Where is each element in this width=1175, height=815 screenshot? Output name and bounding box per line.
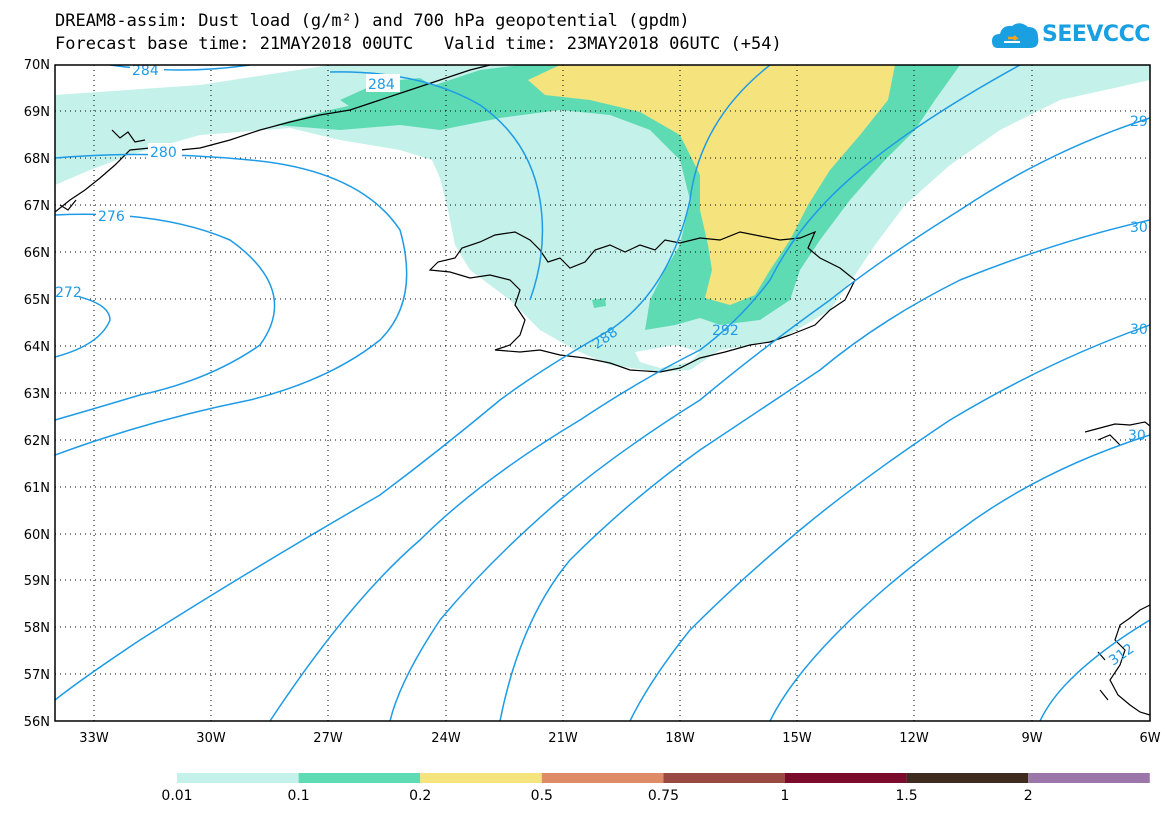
map-subtitle: Forecast base time: 21MAY2018 00UTC Vali… xyxy=(55,34,782,54)
colorbar-label: 0.2 xyxy=(409,788,431,804)
contour-304 xyxy=(629,324,1150,721)
colorbar-label: 0.5 xyxy=(531,788,553,804)
lon-label: 27W xyxy=(313,731,343,746)
lat-label: 63N xyxy=(24,387,50,402)
contour-312 xyxy=(1039,619,1150,721)
colorbar-swatch xyxy=(785,773,907,783)
colorbar-swatch xyxy=(1028,773,1150,783)
lon-label: 21W xyxy=(548,731,578,746)
scotland-coast xyxy=(1097,604,1150,716)
dust-gap xyxy=(635,345,700,368)
contour-300 xyxy=(499,219,1150,721)
contour-292 xyxy=(269,65,1021,721)
colorbar-label: 2 xyxy=(1024,788,1033,804)
contour-label: 284 xyxy=(368,77,395,93)
coastlines xyxy=(55,65,1150,716)
contour-284 xyxy=(109,65,251,71)
lat-label: 69N xyxy=(24,105,50,120)
contour-label: 30 xyxy=(1130,220,1148,236)
lat-label: 67N xyxy=(24,199,50,214)
faroe-coast xyxy=(1084,421,1150,446)
colorbar-label: 0.75 xyxy=(648,788,679,804)
lon-label: 12W xyxy=(899,731,929,746)
lat-label: 66N xyxy=(24,246,50,261)
contour-label: 30 xyxy=(1128,428,1146,444)
colorbar-swatch xyxy=(298,773,421,783)
contour-276 xyxy=(55,213,276,421)
colorbar-swatch xyxy=(906,773,1029,783)
contour-label: 29 xyxy=(1130,114,1148,130)
colorbar-label: 1 xyxy=(781,788,790,804)
lat-label: 56N xyxy=(24,715,50,730)
colorbar-swatch xyxy=(177,773,299,783)
lat-label: 65N xyxy=(24,293,50,308)
greenland-coast xyxy=(55,65,491,213)
contour-272 xyxy=(55,291,111,358)
colorbar-swatch xyxy=(541,773,664,783)
greenland-inlets xyxy=(59,129,146,211)
contour-label: 276 xyxy=(98,209,125,225)
lat-label: 64N xyxy=(24,340,50,355)
contour-label: 292 xyxy=(712,323,739,339)
colorbar-label: 1.5 xyxy=(895,788,917,804)
colorbar-swatch xyxy=(420,773,542,783)
lat-label: 61N xyxy=(24,481,50,496)
map-frame xyxy=(54,64,1151,722)
contour-308 xyxy=(769,434,1150,721)
lon-axis: 33W 30W 27W 24W 21W 18W 15W 12W 9W 6W xyxy=(79,731,1160,746)
lat-label: 62N xyxy=(24,434,50,449)
lon-label: 15W xyxy=(782,731,812,746)
colorbar: 0.01 0.1 0.2 0.5 0.75 1 1.5 2 xyxy=(161,773,1150,804)
lon-label: 6W xyxy=(1139,731,1160,746)
contour-288 xyxy=(55,65,771,701)
iceland-coast xyxy=(428,230,856,373)
lon-label: 9W xyxy=(1021,731,1042,746)
logo-text: SEEVCCC xyxy=(1042,22,1150,47)
map-title: DREAM8-assim: Dust load (g/m²) and 700 h… xyxy=(55,11,690,31)
dust-shading xyxy=(55,65,1150,372)
dust-level-01c xyxy=(592,298,606,308)
contour-296 xyxy=(389,117,1150,721)
colorbar-label: 0.1 xyxy=(287,788,309,804)
dust-level-01b xyxy=(340,78,440,110)
lon-label: 33W xyxy=(79,731,109,746)
lat-label: 60N xyxy=(24,528,50,543)
contour-label: 30 xyxy=(1130,322,1148,338)
contour-280 xyxy=(55,153,408,456)
contour-label: 280 xyxy=(150,145,177,161)
lat-label: 68N xyxy=(24,152,50,167)
lat-label: 59N xyxy=(24,574,50,589)
contour-284b xyxy=(329,71,544,301)
lat-label: 57N xyxy=(24,668,50,683)
lat-label: 70N xyxy=(24,58,50,73)
cloud-logo-icon xyxy=(992,23,1039,48)
lon-label: 24W xyxy=(431,731,461,746)
contour-label: 284 xyxy=(132,63,159,79)
colorbar-label: 0.01 xyxy=(161,788,192,804)
lon-label: 30W xyxy=(196,731,226,746)
lat-label: 58N xyxy=(24,621,50,636)
lon-label: 18W xyxy=(665,731,695,746)
lat-axis: 70N 69N 68N 67N 66N 65N 64N 63N 62N 61N … xyxy=(24,58,50,730)
dust-level-02 xyxy=(528,65,895,305)
contour-label: 272 xyxy=(55,285,82,301)
colorbar-swatch xyxy=(663,773,785,783)
geopotential-contours xyxy=(55,65,1150,721)
